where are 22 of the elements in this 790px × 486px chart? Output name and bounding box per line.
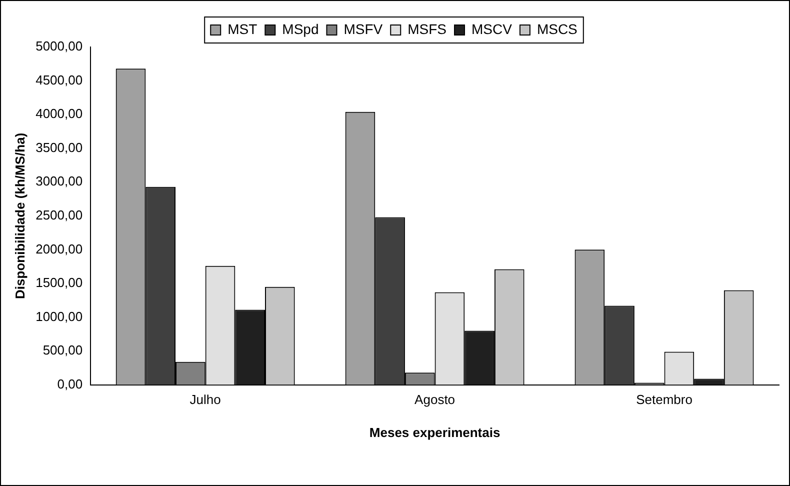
x-tick-label: Agosto bbox=[414, 392, 456, 408]
legend-label: MSFS bbox=[408, 20, 447, 37]
y-tick-label: 500,00 bbox=[42, 342, 83, 358]
x-axis-title: Meses experimentais bbox=[369, 424, 500, 440]
y-tick-label: 4500,00 bbox=[36, 72, 83, 88]
y-axis-title: Disponibilidade (kh/MS/ha) bbox=[12, 132, 28, 299]
legend-label: MSFV bbox=[344, 20, 384, 37]
y-tick-label: 3500,00 bbox=[36, 140, 83, 155]
y-tick-label: 2500,00 bbox=[36, 207, 83, 222]
y-tick-label: 5000,00 bbox=[36, 38, 83, 54]
x-tick-label: Setembro bbox=[636, 392, 692, 408]
x-tick-label: Julho bbox=[190, 392, 221, 408]
legend-label: MSCS bbox=[536, 20, 578, 37]
legend-label: MSpd bbox=[282, 20, 319, 37]
y-tick-label: 1500,00 bbox=[36, 275, 83, 290]
legend-label: MST bbox=[228, 20, 258, 37]
y-tick-label: 3000,00 bbox=[36, 174, 83, 189]
legend-label: MSCV bbox=[472, 20, 513, 37]
y-tick-label: 4000,00 bbox=[36, 106, 83, 122]
y-tick-label: 0,00 bbox=[57, 376, 83, 392]
y-tick-label: 2000,00 bbox=[36, 241, 83, 256]
y-tick-label: 1000,00 bbox=[36, 308, 83, 324]
